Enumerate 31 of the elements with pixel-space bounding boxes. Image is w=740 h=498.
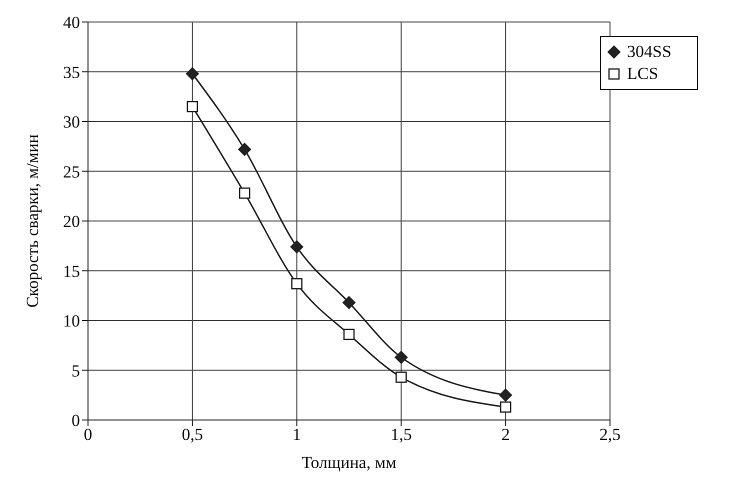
y-tick-label: 10: [63, 312, 80, 331]
point: [291, 278, 302, 290]
y-tick-label: 15: [63, 262, 80, 281]
legend-label: 304SS: [627, 42, 672, 62]
y-axis-title: Скорость сварки, м/мин: [23, 134, 42, 308]
point: [342, 296, 356, 310]
y-tick-label: 20: [63, 212, 80, 232]
y-tick-label: 0: [72, 411, 80, 430]
x-tick-label: 0,5: [182, 425, 204, 444]
y-tick-label: 35: [63, 62, 80, 82]
x-tick-label: 2,5: [599, 425, 621, 444]
x-tick-label: 2: [501, 425, 510, 444]
x-tick-label: 1: [292, 425, 302, 444]
x-axis-title: Толщина, мм: [302, 453, 397, 472]
point: [238, 187, 250, 199]
x-tick-label: 0: [84, 425, 92, 444]
point: [186, 100, 198, 112]
point: [396, 372, 407, 383]
point: [343, 328, 355, 340]
y-tick-label: 40: [63, 13, 80, 32]
point: [238, 142, 252, 156]
point: [186, 67, 199, 80]
x-tick-label: 1,5: [390, 425, 412, 444]
point: [499, 388, 512, 402]
y-tick-label: 30: [63, 112, 80, 132]
y-tick-label: 25: [63, 162, 80, 182]
y-tick-label: 5: [72, 361, 80, 380]
legend-label: LCS: [627, 64, 658, 84]
point: [500, 401, 512, 413]
point: [290, 240, 304, 254]
point: [394, 350, 408, 364]
